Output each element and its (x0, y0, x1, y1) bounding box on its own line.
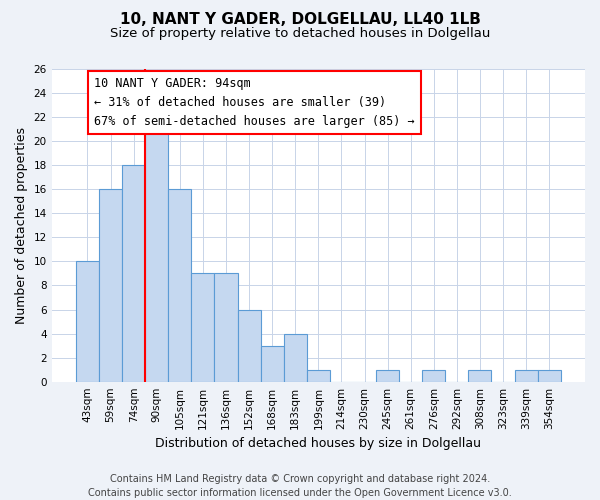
Text: 10 NANT Y GADER: 94sqm
← 31% of detached houses are smaller (39)
67% of semi-det: 10 NANT Y GADER: 94sqm ← 31% of detached… (94, 77, 415, 128)
Bar (76, 262, 99, 382)
Bar (168, 190, 191, 382)
Bar (515, 370, 538, 382)
Bar (99, 190, 122, 382)
Bar (422, 370, 445, 382)
Bar (307, 370, 330, 382)
Bar (260, 346, 284, 382)
Bar (376, 370, 399, 382)
Bar (122, 165, 145, 382)
Bar (191, 274, 214, 382)
Bar (214, 274, 238, 382)
Bar (284, 334, 307, 382)
Bar (538, 370, 561, 382)
X-axis label: Distribution of detached houses by size in Dolgellau: Distribution of detached houses by size … (155, 437, 481, 450)
Y-axis label: Number of detached properties: Number of detached properties (15, 127, 28, 324)
Text: 10, NANT Y GADER, DOLGELLAU, LL40 1LB: 10, NANT Y GADER, DOLGELLAU, LL40 1LB (119, 12, 481, 28)
Text: Size of property relative to detached houses in Dolgellau: Size of property relative to detached ho… (110, 28, 490, 40)
Bar (238, 310, 260, 382)
Bar (145, 129, 168, 382)
Text: Contains HM Land Registry data © Crown copyright and database right 2024.
Contai: Contains HM Land Registry data © Crown c… (88, 474, 512, 498)
Bar (469, 370, 491, 382)
